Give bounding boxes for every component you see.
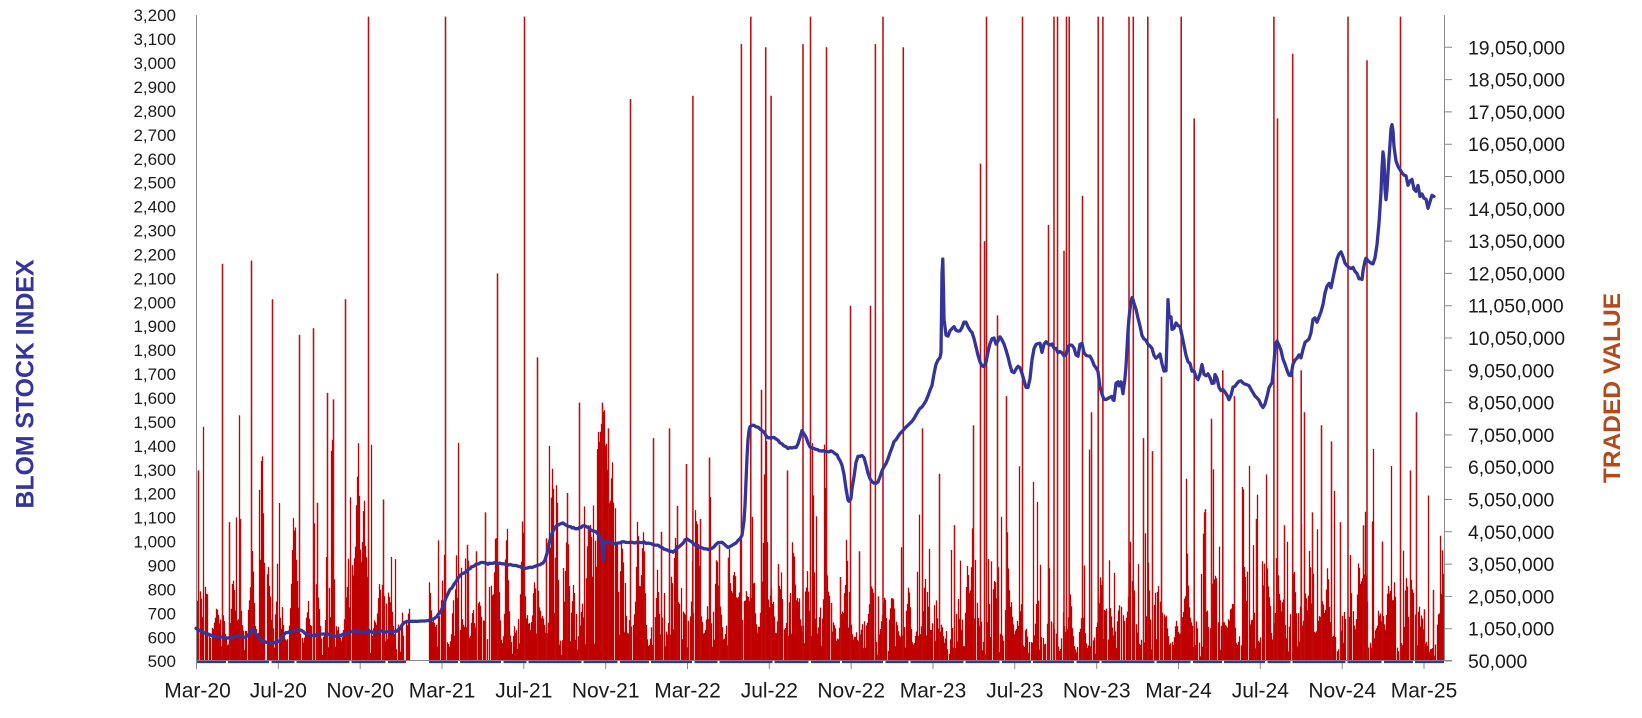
svg-text:1,500: 1,500 — [133, 413, 176, 432]
svg-text:600: 600 — [148, 628, 176, 647]
svg-text:1,050,000: 1,050,000 — [1468, 619, 1554, 641]
svg-text:9,050,000: 9,050,000 — [1468, 360, 1554, 382]
svg-text:1,000: 1,000 — [133, 533, 176, 552]
svg-text:3,050,000: 3,050,000 — [1468, 554, 1554, 576]
svg-text:8,050,000: 8,050,000 — [1468, 393, 1554, 415]
svg-text:Mar-21: Mar-21 — [409, 680, 476, 703]
svg-text:Mar-25: Mar-25 — [1391, 680, 1458, 703]
svg-text:2,600: 2,600 — [133, 150, 176, 169]
svg-text:13,050,000: 13,050,000 — [1468, 231, 1565, 253]
svg-text:TRADED VALUE: TRADED VALUE — [1599, 293, 1626, 483]
svg-text:Mar-22: Mar-22 — [654, 680, 721, 703]
svg-text:1,700: 1,700 — [133, 365, 176, 384]
svg-text:Jul-21: Jul-21 — [495, 680, 552, 703]
svg-text:Jul-22: Jul-22 — [741, 680, 798, 703]
svg-text:11,050,000: 11,050,000 — [1468, 296, 1564, 318]
svg-text:Nov-23: Nov-23 — [1063, 680, 1131, 703]
svg-text:2,800: 2,800 — [133, 102, 176, 121]
svg-text:1,600: 1,600 — [133, 389, 176, 408]
svg-text:1,100: 1,100 — [133, 509, 176, 528]
svg-text:2,700: 2,700 — [133, 126, 176, 145]
svg-text:2,500: 2,500 — [133, 174, 176, 193]
svg-text:Mar-24: Mar-24 — [1145, 680, 1212, 703]
svg-text:2,400: 2,400 — [133, 198, 176, 217]
svg-text:1,400: 1,400 — [133, 437, 176, 456]
svg-text:900: 900 — [148, 557, 176, 576]
svg-text:3,200: 3,200 — [133, 6, 176, 25]
svg-text:19,050,000: 19,050,000 — [1468, 37, 1565, 59]
svg-text:Nov-20: Nov-20 — [326, 680, 394, 703]
svg-text:500: 500 — [148, 652, 176, 671]
svg-text:1,200: 1,200 — [133, 485, 176, 504]
svg-text:2,300: 2,300 — [133, 222, 176, 241]
svg-text:15,050,000: 15,050,000 — [1468, 167, 1565, 189]
svg-text:1,300: 1,300 — [133, 461, 176, 480]
svg-text:4,050,000: 4,050,000 — [1468, 522, 1554, 544]
svg-text:10,050,000: 10,050,000 — [1468, 328, 1565, 350]
svg-text:Jul-24: Jul-24 — [1232, 680, 1290, 703]
svg-text:16,050,000: 16,050,000 — [1468, 134, 1565, 156]
svg-text:2,900: 2,900 — [133, 78, 176, 97]
svg-text:2,100: 2,100 — [133, 269, 176, 288]
svg-text:18,050,000: 18,050,000 — [1468, 70, 1565, 92]
svg-text:1,900: 1,900 — [133, 317, 176, 336]
svg-text:5,050,000: 5,050,000 — [1468, 490, 1554, 512]
svg-text:3,100: 3,100 — [133, 30, 176, 49]
svg-text:17,050,000: 17,050,000 — [1468, 102, 1565, 124]
svg-text:50,000: 50,000 — [1468, 651, 1528, 673]
svg-text:12,050,000: 12,050,000 — [1468, 263, 1565, 285]
svg-text:7,050,000: 7,050,000 — [1468, 425, 1554, 447]
svg-text:6,050,000: 6,050,000 — [1468, 457, 1554, 479]
svg-text:14,050,000: 14,050,000 — [1468, 199, 1565, 221]
svg-text:Nov-21: Nov-21 — [572, 680, 640, 703]
svg-text:3,000: 3,000 — [133, 54, 176, 73]
svg-text:Mar-20: Mar-20 — [164, 680, 231, 703]
svg-text:Mar-23: Mar-23 — [900, 680, 967, 703]
svg-text:Nov-24: Nov-24 — [1308, 680, 1376, 703]
svg-text:800: 800 — [148, 580, 176, 599]
svg-text:2,000: 2,000 — [133, 293, 176, 312]
svg-text:700: 700 — [148, 604, 176, 623]
svg-text:2,050,000: 2,050,000 — [1468, 586, 1554, 608]
svg-text:1,800: 1,800 — [133, 341, 176, 360]
svg-text:Nov-22: Nov-22 — [817, 680, 885, 703]
svg-text:Jul-20: Jul-20 — [250, 680, 307, 703]
svg-text:2,200: 2,200 — [133, 246, 176, 265]
svg-text:Jul-23: Jul-23 — [986, 680, 1043, 703]
svg-text:BLOM STOCK INDEX: BLOM STOCK INDEX — [13, 259, 40, 508]
